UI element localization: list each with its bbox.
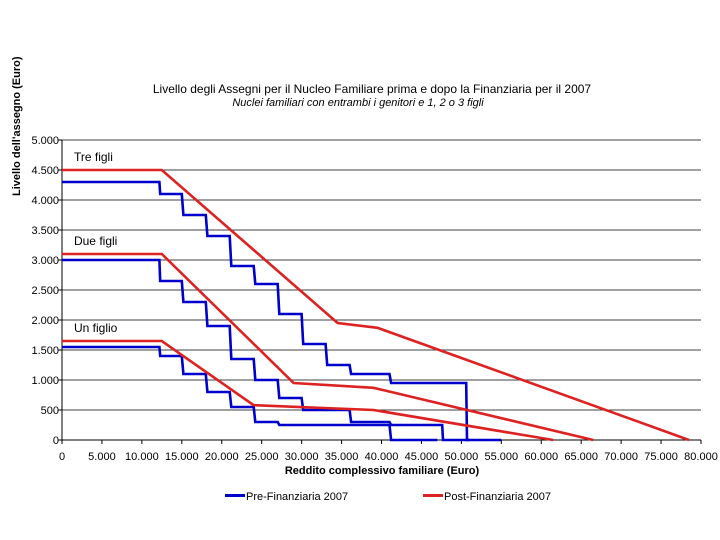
y-tick-label-3: 1.500 (31, 345, 59, 357)
x-tick-label-11: 55.000 (484, 451, 518, 463)
x-tick-label-0: 0 (59, 451, 65, 463)
y-tick-label-7: 3.500 (31, 225, 59, 237)
y-tick-label-5: 2.500 (31, 285, 59, 297)
x-tick-label-16: 80.000 (684, 451, 718, 463)
legend-label-post: Post-Finanziaria 2007 (444, 491, 552, 503)
legend-swatch-post (423, 494, 443, 497)
y-tick-label-2: 1.000 (31, 375, 59, 387)
x-tick-label-2: 10.000 (125, 451, 159, 463)
y-tick-label-8: 4.000 (31, 195, 59, 207)
y-tick-label-6: 3.000 (31, 255, 59, 267)
annotation-2: Un figlio (74, 321, 118, 335)
annotation-0: Tre figli (74, 150, 113, 164)
x-tick-label-5: 25.000 (245, 451, 279, 463)
x-tick-label-8: 40.000 (365, 451, 399, 463)
legend-label-pre: Pre-Finanziaria 2007 (246, 491, 349, 503)
series-line-1 (62, 258, 470, 442)
series-line-5 (62, 339, 554, 442)
x-tick-label-10: 50.000 (445, 451, 479, 463)
chart-subtitle: Nuclei familiari con entrambi i genitori… (232, 97, 484, 109)
y-tick-label-0: 0 (53, 435, 59, 447)
legend-swatch-pre (225, 494, 245, 497)
y-tick-label-10: 5.000 (31, 135, 59, 147)
x-tick-label-4: 20.000 (205, 451, 239, 463)
x-tick-label-15: 75.000 (644, 451, 678, 463)
annotation-1: Due figli (74, 234, 117, 248)
y-tick-label-1: 500 (41, 405, 59, 417)
x-tick-label-12: 60.000 (524, 451, 558, 463)
series-line-3 (62, 168, 690, 442)
chart-title: Livello degli Assegni per il Nucleo Fami… (152, 82, 592, 96)
series-line-0 (62, 180, 502, 442)
y-tick-label-9: 4.500 (31, 165, 59, 177)
x-tick-label-3: 15.000 (165, 451, 199, 463)
series-line-4 (62, 252, 594, 442)
series-line-2 (62, 345, 438, 442)
y-tick-label-4: 2.000 (31, 315, 59, 327)
x-tick-label-1: 5.000 (88, 451, 116, 463)
x-axis-label: Reddito complessivo familiare (Euro) (284, 465, 480, 477)
x-tick-label-7: 35.000 (325, 451, 359, 463)
x-tick-label-6: 30.000 (285, 451, 319, 463)
x-tick-label-9: 45.000 (405, 451, 439, 463)
x-tick-label-13: 65.000 (564, 451, 598, 463)
x-tick-label-14: 70.000 (604, 451, 638, 463)
